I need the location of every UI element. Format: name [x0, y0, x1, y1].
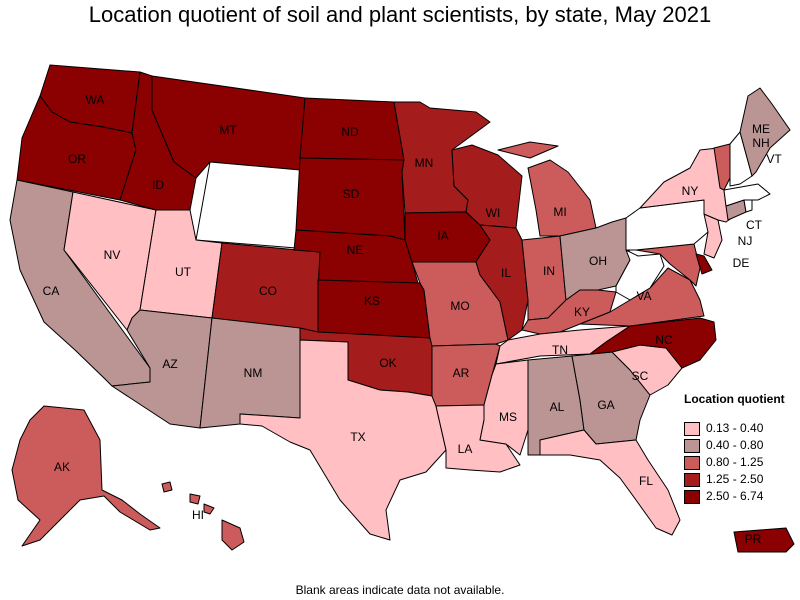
- state-TX: [239, 339, 447, 541]
- state-PR: [733, 527, 795, 553]
- legend-item: 0.80 - 1.25: [684, 455, 764, 470]
- state-label-NC: NC: [655, 333, 673, 347]
- state-label-GA: GA: [597, 398, 614, 412]
- state-label-AK: AK: [54, 460, 70, 474]
- state-label-NH: NH: [752, 136, 769, 150]
- state-label-IN: IN: [543, 264, 555, 278]
- state-WY: [195, 161, 301, 249]
- state-label-MN: MN: [415, 156, 434, 170]
- legend-item: 1.25 - 2.50: [684, 472, 764, 487]
- state-label-AL: AL: [550, 400, 565, 414]
- state-KS: [317, 279, 431, 339]
- state-label-AZ: AZ: [162, 357, 177, 371]
- state-label-MI: MI: [553, 205, 566, 219]
- state-label-ND: ND: [341, 125, 359, 139]
- state-label-TX: TX: [350, 430, 365, 444]
- legend-swatch: [684, 455, 700, 470]
- state-label-ID: ID: [152, 178, 164, 192]
- state-label-IL: IL: [501, 266, 511, 280]
- state-HI: [161, 481, 245, 551]
- legend-item: 2.50 - 6.74: [684, 489, 764, 504]
- state-PA: [625, 199, 715, 251]
- state-AK: [11, 405, 161, 547]
- state-label-FL: FL: [639, 474, 653, 488]
- state-label-OH: OH: [589, 254, 607, 268]
- state-FL: [539, 429, 681, 536]
- state-label-CA: CA: [43, 284, 60, 298]
- state-label-WI: WI: [486, 206, 501, 220]
- legend-label: 0.13 - 0.40: [706, 421, 764, 435]
- state-label-VA: VA: [636, 289, 651, 303]
- state-label-KY: KY: [574, 305, 590, 319]
- state-label-WA: WA: [86, 93, 105, 107]
- legend-swatch: [684, 438, 700, 453]
- state-label-SD: SD: [343, 187, 360, 201]
- state-NH: [729, 131, 753, 187]
- state-VA: [579, 267, 705, 327]
- state-ME: [739, 87, 791, 177]
- state-WV: [615, 249, 665, 301]
- state-label-OR: OR: [68, 152, 86, 166]
- state-label-KS: KS: [364, 294, 380, 308]
- state-label-NV: NV: [104, 248, 121, 262]
- state-RI: [743, 199, 753, 213]
- state-label-LA: LA: [458, 442, 473, 456]
- state-label-CO: CO: [259, 284, 277, 298]
- legend-label: 0.80 - 1.25: [706, 455, 764, 469]
- state-label-VT: VT: [766, 152, 782, 166]
- state-label-MO: MO: [450, 299, 469, 313]
- state-label-IA: IA: [437, 229, 448, 243]
- state-VT: [713, 143, 731, 191]
- map-title: Location quotient of soil and plant scie…: [88, 2, 712, 27]
- state-label-AR: AR: [453, 366, 470, 380]
- state-MD: [635, 243, 701, 287]
- state-label-ME: ME: [752, 122, 770, 136]
- state-label-DE: DE: [733, 256, 750, 270]
- legend-label: 1.25 - 2.50: [706, 472, 764, 486]
- state-label-TN: TN: [552, 343, 568, 357]
- legend-item: 0.13 - 0.40: [684, 421, 764, 436]
- legend-swatch: [684, 421, 700, 436]
- legend-label: 2.50 - 6.74: [706, 489, 764, 503]
- legend-label: 0.40 - 0.80: [706, 438, 764, 452]
- state-label-NY: NY: [682, 184, 699, 198]
- state-NC: [589, 317, 717, 369]
- state-label-NJ: NJ: [738, 234, 753, 248]
- legend-swatch: [684, 472, 700, 487]
- state-DE: [695, 253, 713, 275]
- footnote: Blank areas indicate data not available.: [295, 583, 505, 597]
- state-MA: [723, 183, 771, 207]
- state-label-NM: NM: [244, 366, 263, 380]
- legend-title: Location quotient: [684, 392, 785, 406]
- state-label-OK: OK: [379, 356, 396, 370]
- state-label-PR: PR: [745, 532, 762, 546]
- state-label-CT: CT: [746, 218, 763, 232]
- state-label-SC: SC: [632, 369, 649, 383]
- legend-item: 0.40 - 0.80: [684, 438, 764, 453]
- state-label-UT: UT: [175, 265, 192, 279]
- state-label-MS: MS: [499, 410, 517, 424]
- state-label-NE: NE: [347, 243, 364, 257]
- state-label-HI: HI: [192, 508, 204, 522]
- state-label-MT: MT: [219, 123, 237, 137]
- legend-swatch: [684, 489, 700, 504]
